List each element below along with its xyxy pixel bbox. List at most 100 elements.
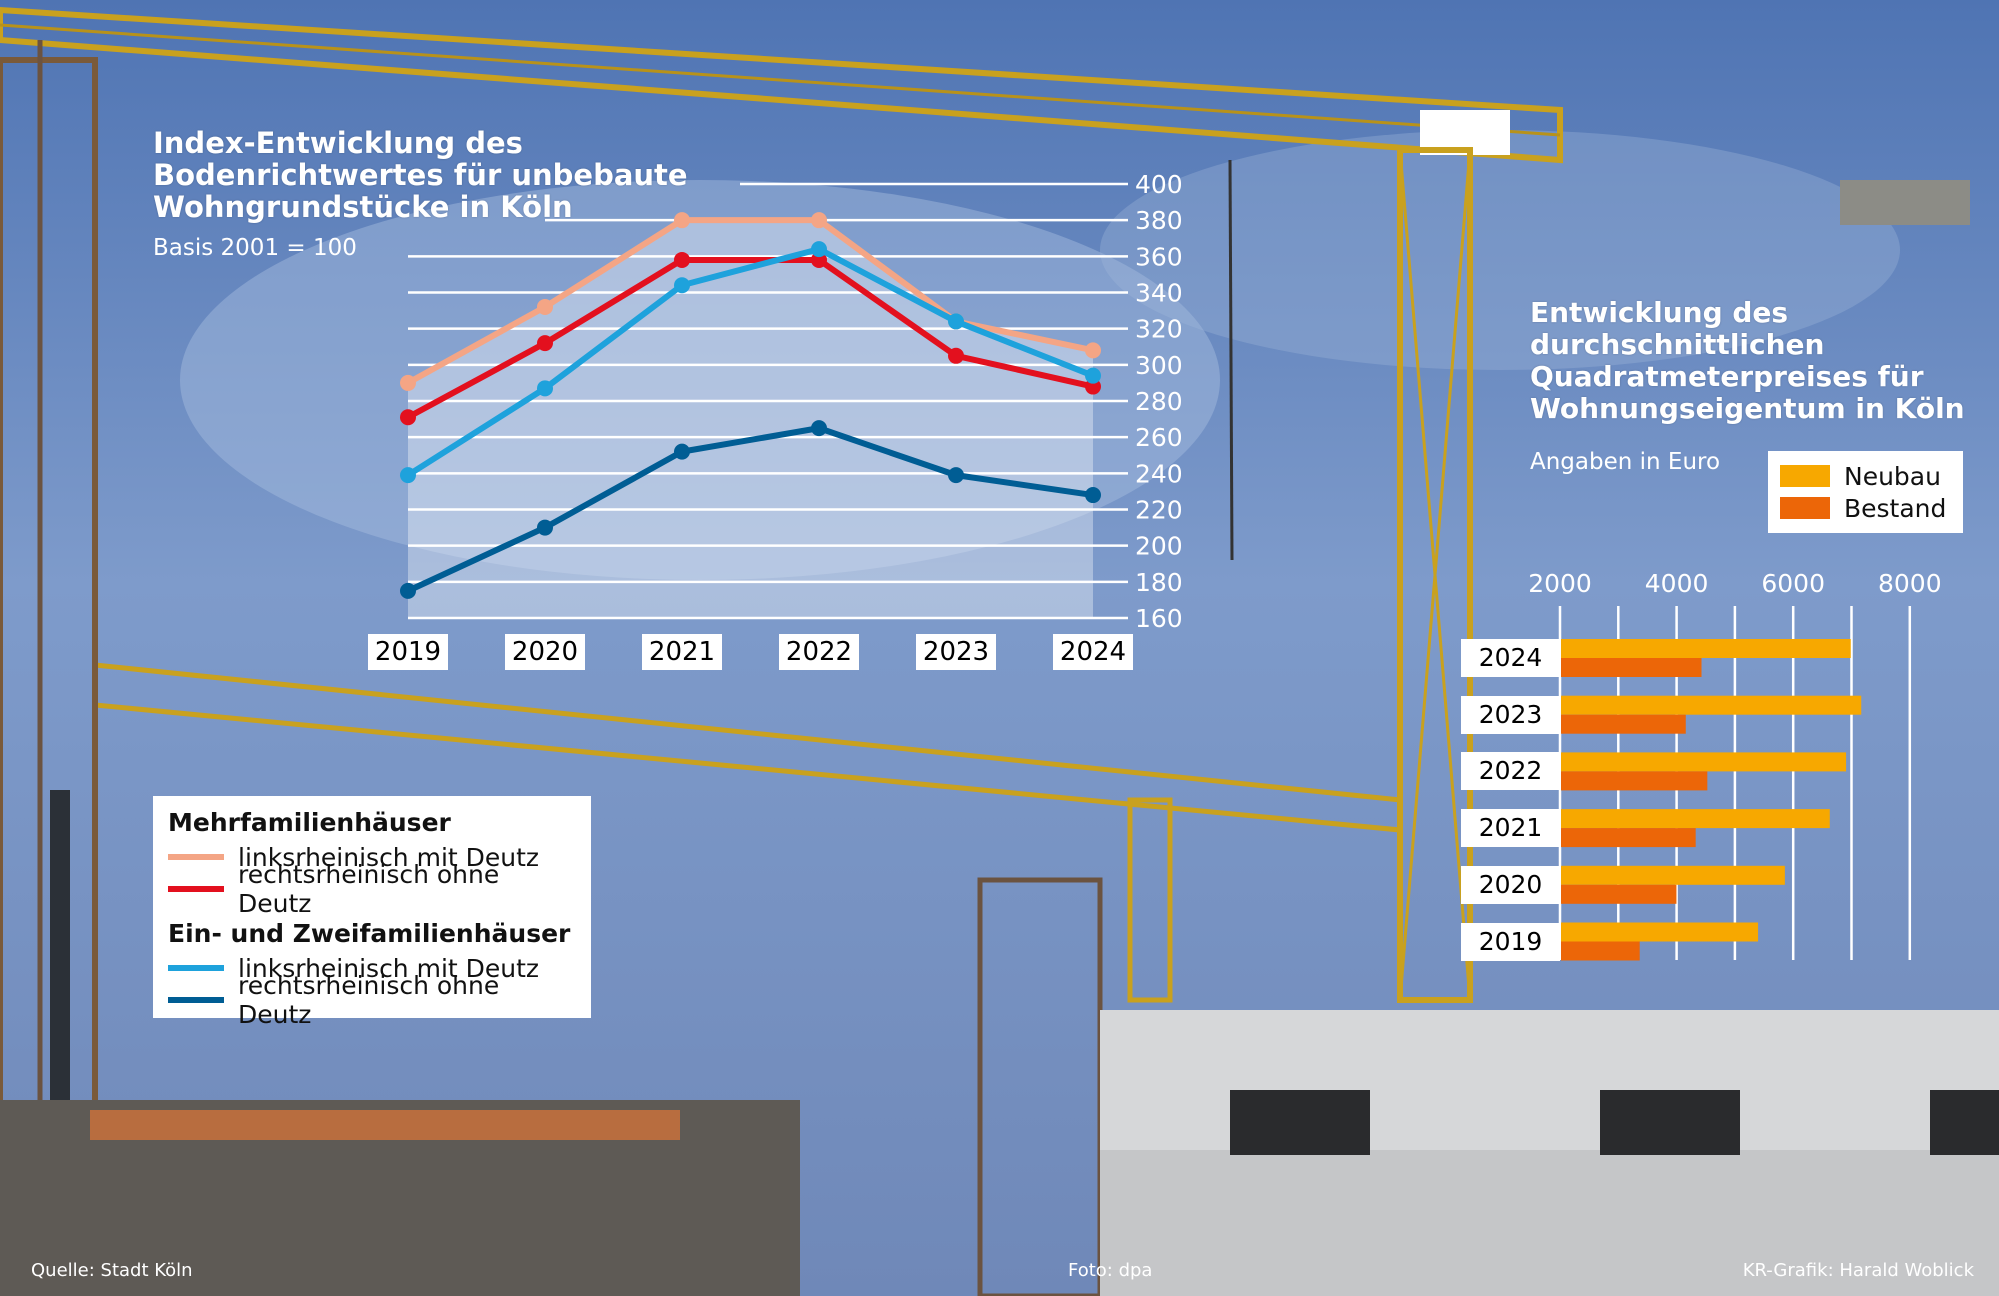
category-label: 2022: [1461, 752, 1560, 791]
legend-label: rechtsrheinisch ohne Deutz: [238, 971, 500, 1029]
x-tick-label: 2020: [505, 634, 585, 670]
y-tick-label: 240: [1135, 459, 1183, 488]
data-point: [948, 467, 964, 484]
legend-item: linksrheinisch mit Deutz: [168, 952, 576, 984]
series-line: [406, 246, 1095, 478]
legend-label: rechtsrheinisch ohne Deutz: [238, 860, 500, 918]
bar-bestand: [1561, 884, 1677, 904]
y-tick-label: 280: [1135, 387, 1183, 416]
bar-neubau: [1561, 922, 1759, 942]
category-label: 2019: [1461, 922, 1560, 961]
line-chart-title-line: Index-Entwicklung des: [153, 126, 523, 160]
y-tick-label: 220: [1135, 496, 1183, 525]
legend-group-ein-zweifamilienhaeuser: Ein- und Zweifamilienhäuser: [168, 919, 571, 948]
bar-chart-title-line: Quadratmeterpreises für: [1530, 360, 1924, 393]
bar-chart-title-line: Entwicklung des: [1530, 296, 1789, 329]
data-point: [537, 380, 553, 397]
legend-group-mehrfamilienhaeuser: Mehrfamilienhäuser: [168, 808, 451, 837]
x-tick-label: 2024: [1053, 634, 1133, 670]
bar-neubau: [1561, 752, 1847, 772]
category-label: 2023: [1461, 695, 1560, 734]
legend-swatch: [1780, 497, 1830, 519]
data-point: [1085, 487, 1101, 504]
bar-bestand: [1561, 714, 1686, 734]
y-tick-label: 320: [1135, 315, 1183, 344]
legend-swatch: [168, 854, 224, 860]
series-line: [406, 217, 1094, 386]
legend-label: Neubau: [1844, 461, 1941, 491]
x-tick-label: 6000: [1761, 569, 1825, 598]
x-tick-label: 2019: [368, 634, 448, 670]
bar-bestand: [1561, 828, 1696, 848]
y-tick-label: 380: [1135, 206, 1183, 235]
x-tick-label: 8000: [1878, 569, 1942, 598]
bar-chart-title: Entwicklung des durchschnittlichen Quadr…: [1530, 297, 1965, 425]
bar-chart-legend: Neubau Bestand: [1768, 451, 1963, 533]
x-tick-label: 4000: [1645, 569, 1709, 598]
data-point: [400, 582, 416, 599]
legend-label: Bestand: [1844, 493, 1947, 523]
legend-item: rechtsrheinisch ohne Deutz: [168, 971, 576, 1029]
bar-bestand: [1561, 941, 1640, 961]
bar-bestand: [1561, 658, 1702, 677]
y-tick-label: 300: [1135, 351, 1183, 380]
legend-swatch: [168, 965, 224, 971]
legend-swatch: [168, 886, 224, 892]
bar-chart-subtitle: Angaben in Euro: [1530, 449, 1721, 475]
data-point: [537, 298, 553, 315]
data-point: [811, 420, 827, 437]
legend-item-neubau: Neubau: [1780, 460, 1951, 492]
photo-credit: Foto: dpa: [1068, 1260, 1153, 1281]
data-point: [674, 212, 690, 229]
y-tick-label: 160: [1135, 604, 1183, 633]
legend-label: linksrheinisch mit Deutz: [238, 842, 540, 872]
data-point: [537, 519, 553, 536]
legend-swatch: [1780, 465, 1830, 487]
data-point: [811, 212, 827, 229]
x-tick-label: 2022: [779, 634, 859, 670]
legend-item: rechtsrheinisch ohne Deutz: [168, 860, 576, 918]
line-chart-subtitle: Basis 2001 = 100: [153, 235, 357, 261]
series-line: [406, 256, 1094, 420]
y-tick-label: 180: [1135, 568, 1183, 597]
legend-label: linksrheinisch mit Deutz: [238, 953, 540, 983]
bar-neubau: [1561, 639, 1851, 658]
bar-neubau: [1561, 695, 1862, 715]
data-point: [674, 251, 690, 268]
line-chart-legend: Mehrfamilienhäuser linksrheinisch mit De…: [153, 796, 591, 1029]
series-line: [406, 425, 1094, 594]
bar-chart-title-line: durchschnittlichen: [1530, 328, 1825, 361]
y-tick-label: 360: [1135, 242, 1183, 271]
x-tick-label: 2021: [642, 634, 722, 670]
bar-neubau: [1561, 809, 1830, 829]
category-label: 2020: [1461, 865, 1560, 904]
graphic-credit: KR-Grafik: Harald Woblick: [1742, 1260, 1974, 1281]
source-note: Quelle: Stadt Köln: [31, 1260, 193, 1281]
line-chart-title: Index-Entwicklung des Bodenrichtwertes f…: [153, 127, 688, 223]
plot-area-shading: [408, 220, 1093, 618]
y-tick-label: 340: [1135, 279, 1183, 308]
line-chart-title-line: Bodenrichtwertes für unbebaute: [153, 158, 688, 192]
category-label: 2024: [1461, 639, 1560, 677]
data-point: [537, 335, 553, 352]
data-point: [1085, 367, 1101, 384]
legend-swatch: [168, 997, 224, 1003]
y-tick-label: 200: [1135, 532, 1183, 561]
x-tick-label: 2023: [916, 634, 996, 670]
data-point: [948, 313, 964, 330]
bar-chart-title-line: Wohnungseigentum in Köln: [1530, 392, 1965, 425]
data-point: [674, 277, 690, 294]
data-point: [948, 347, 964, 364]
line-chart-title-line: Wohngrundstücke in Köln: [153, 190, 573, 224]
y-tick-label: 260: [1135, 423, 1183, 452]
x-tick-label: 2000: [1528, 569, 1592, 598]
legend-item: linksrheinisch mit Deutz: [168, 841, 576, 873]
bar-neubau: [1561, 865, 1785, 885]
data-point: [400, 409, 416, 426]
data-point: [674, 443, 690, 460]
data-point: [1085, 342, 1101, 359]
category-label: 2021: [1461, 809, 1560, 848]
bar-bestand: [1561, 771, 1708, 791]
data-point: [811, 241, 827, 258]
